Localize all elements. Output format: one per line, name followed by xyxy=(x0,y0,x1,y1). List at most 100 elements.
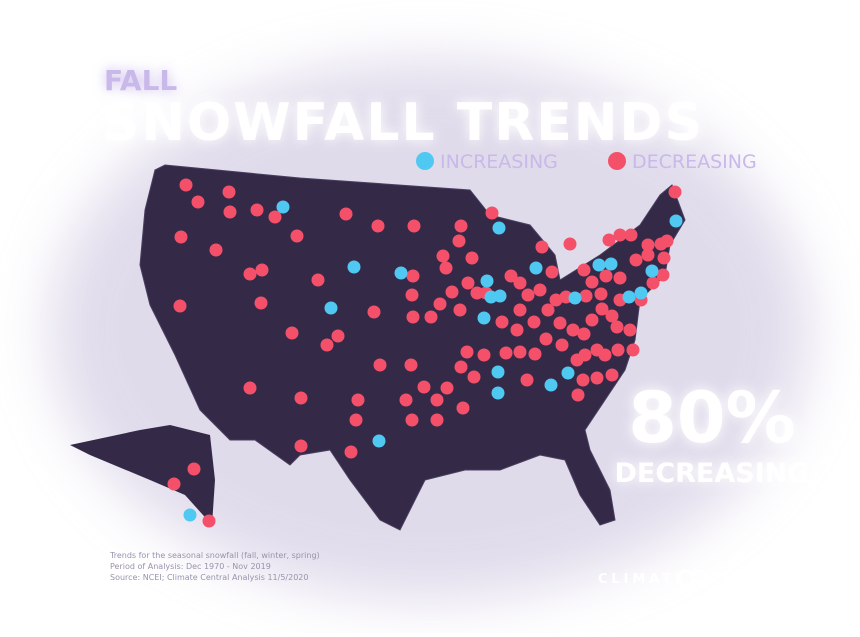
station-dot xyxy=(499,346,513,360)
station-dot xyxy=(622,290,636,304)
station-dot xyxy=(440,381,454,395)
station-dot xyxy=(373,358,387,372)
station-dot xyxy=(492,221,506,235)
legend-swatch xyxy=(416,152,434,170)
station-dot xyxy=(430,393,444,407)
station-dot xyxy=(347,260,361,274)
station-dot xyxy=(173,299,187,313)
station-dot xyxy=(545,265,559,279)
station-dot xyxy=(339,207,353,221)
station-dot xyxy=(549,293,563,307)
station-dot xyxy=(535,240,549,254)
station-dot xyxy=(520,373,534,387)
station-dot xyxy=(645,264,659,278)
station-dot xyxy=(465,251,479,265)
station-dot xyxy=(485,206,499,220)
station-dot xyxy=(613,271,627,285)
station-dot xyxy=(187,462,201,476)
station-dot xyxy=(590,371,604,385)
station-dot xyxy=(626,343,640,357)
station-dot xyxy=(407,219,421,233)
station-dot xyxy=(404,358,418,372)
legend-label: INCREASING xyxy=(440,151,558,173)
station-dot xyxy=(477,348,491,362)
station-dot xyxy=(577,263,591,277)
station-dot xyxy=(294,439,308,453)
station-dot xyxy=(521,288,535,302)
station-dot xyxy=(174,230,188,244)
station-dot xyxy=(320,338,334,352)
station-dot xyxy=(561,366,575,380)
station-dot xyxy=(417,380,431,394)
station-dot xyxy=(294,391,308,405)
station-dot xyxy=(610,320,624,334)
station-dot xyxy=(657,251,671,265)
station-dot xyxy=(528,347,542,361)
station-dot xyxy=(491,386,505,400)
station-dot xyxy=(669,214,683,228)
title: SNOWFALL TRENDS xyxy=(102,93,702,153)
station-dot xyxy=(544,378,558,392)
station-dot xyxy=(430,413,444,427)
station-dot xyxy=(660,234,674,248)
station-dot xyxy=(254,296,268,310)
station-dot xyxy=(641,248,655,262)
station-dot xyxy=(613,228,627,242)
station-dot xyxy=(590,343,604,357)
station-dot xyxy=(656,268,670,282)
station-dot xyxy=(568,291,582,305)
legend-label: DECREASING xyxy=(632,151,757,173)
station-dot xyxy=(243,267,257,281)
station-dot xyxy=(510,323,524,337)
station-dot xyxy=(331,329,345,343)
station-dot xyxy=(611,343,625,357)
station-dot xyxy=(276,200,290,214)
station-dot xyxy=(324,301,338,315)
station-dot xyxy=(349,413,363,427)
map xyxy=(70,164,686,531)
station-dot xyxy=(624,228,638,242)
station-dot xyxy=(539,332,553,346)
station-dot xyxy=(605,309,619,323)
station-dot xyxy=(604,257,618,271)
station-dot xyxy=(541,303,555,317)
station-dot xyxy=(191,195,205,209)
station-dot xyxy=(285,326,299,340)
station-dot xyxy=(243,381,257,395)
station-dot xyxy=(202,514,216,528)
station-dot xyxy=(623,323,637,337)
station-dot xyxy=(571,388,585,402)
station-dot xyxy=(452,234,466,248)
station-dot xyxy=(491,365,505,379)
station-dot xyxy=(351,393,365,407)
station-dot xyxy=(533,283,547,297)
station-dot xyxy=(255,263,269,277)
station-dot xyxy=(602,233,616,247)
station-dot xyxy=(484,290,498,304)
brand: CLIMATE CENTRAL xyxy=(598,569,788,587)
station-dot xyxy=(566,323,580,337)
station-dot xyxy=(576,373,590,387)
station-dot xyxy=(470,286,484,300)
station-dot xyxy=(367,305,381,319)
station-dot xyxy=(460,345,474,359)
legend: INCREASING DECREASING xyxy=(416,151,757,173)
station-dot xyxy=(634,286,648,300)
station-dot xyxy=(504,269,518,283)
station-dot xyxy=(513,276,527,290)
station-dot xyxy=(629,253,643,267)
footnote-line: Trends for the seasonal snowfall (fall, … xyxy=(109,551,320,560)
station-dot xyxy=(222,185,236,199)
station-dot xyxy=(223,205,237,219)
station-dot xyxy=(453,303,467,317)
station-dot xyxy=(290,229,304,243)
footnote-line: Source: NCEI; Climate Central Analysis 1… xyxy=(110,573,308,582)
station-dot xyxy=(467,370,481,384)
station-dot xyxy=(454,219,468,233)
station-dot xyxy=(563,237,577,251)
station-dot xyxy=(183,508,197,522)
station-dot xyxy=(646,276,660,290)
station-dots xyxy=(167,178,683,528)
station-dot xyxy=(513,303,527,317)
brand-name: CLIMATE CENTRAL xyxy=(598,572,788,587)
